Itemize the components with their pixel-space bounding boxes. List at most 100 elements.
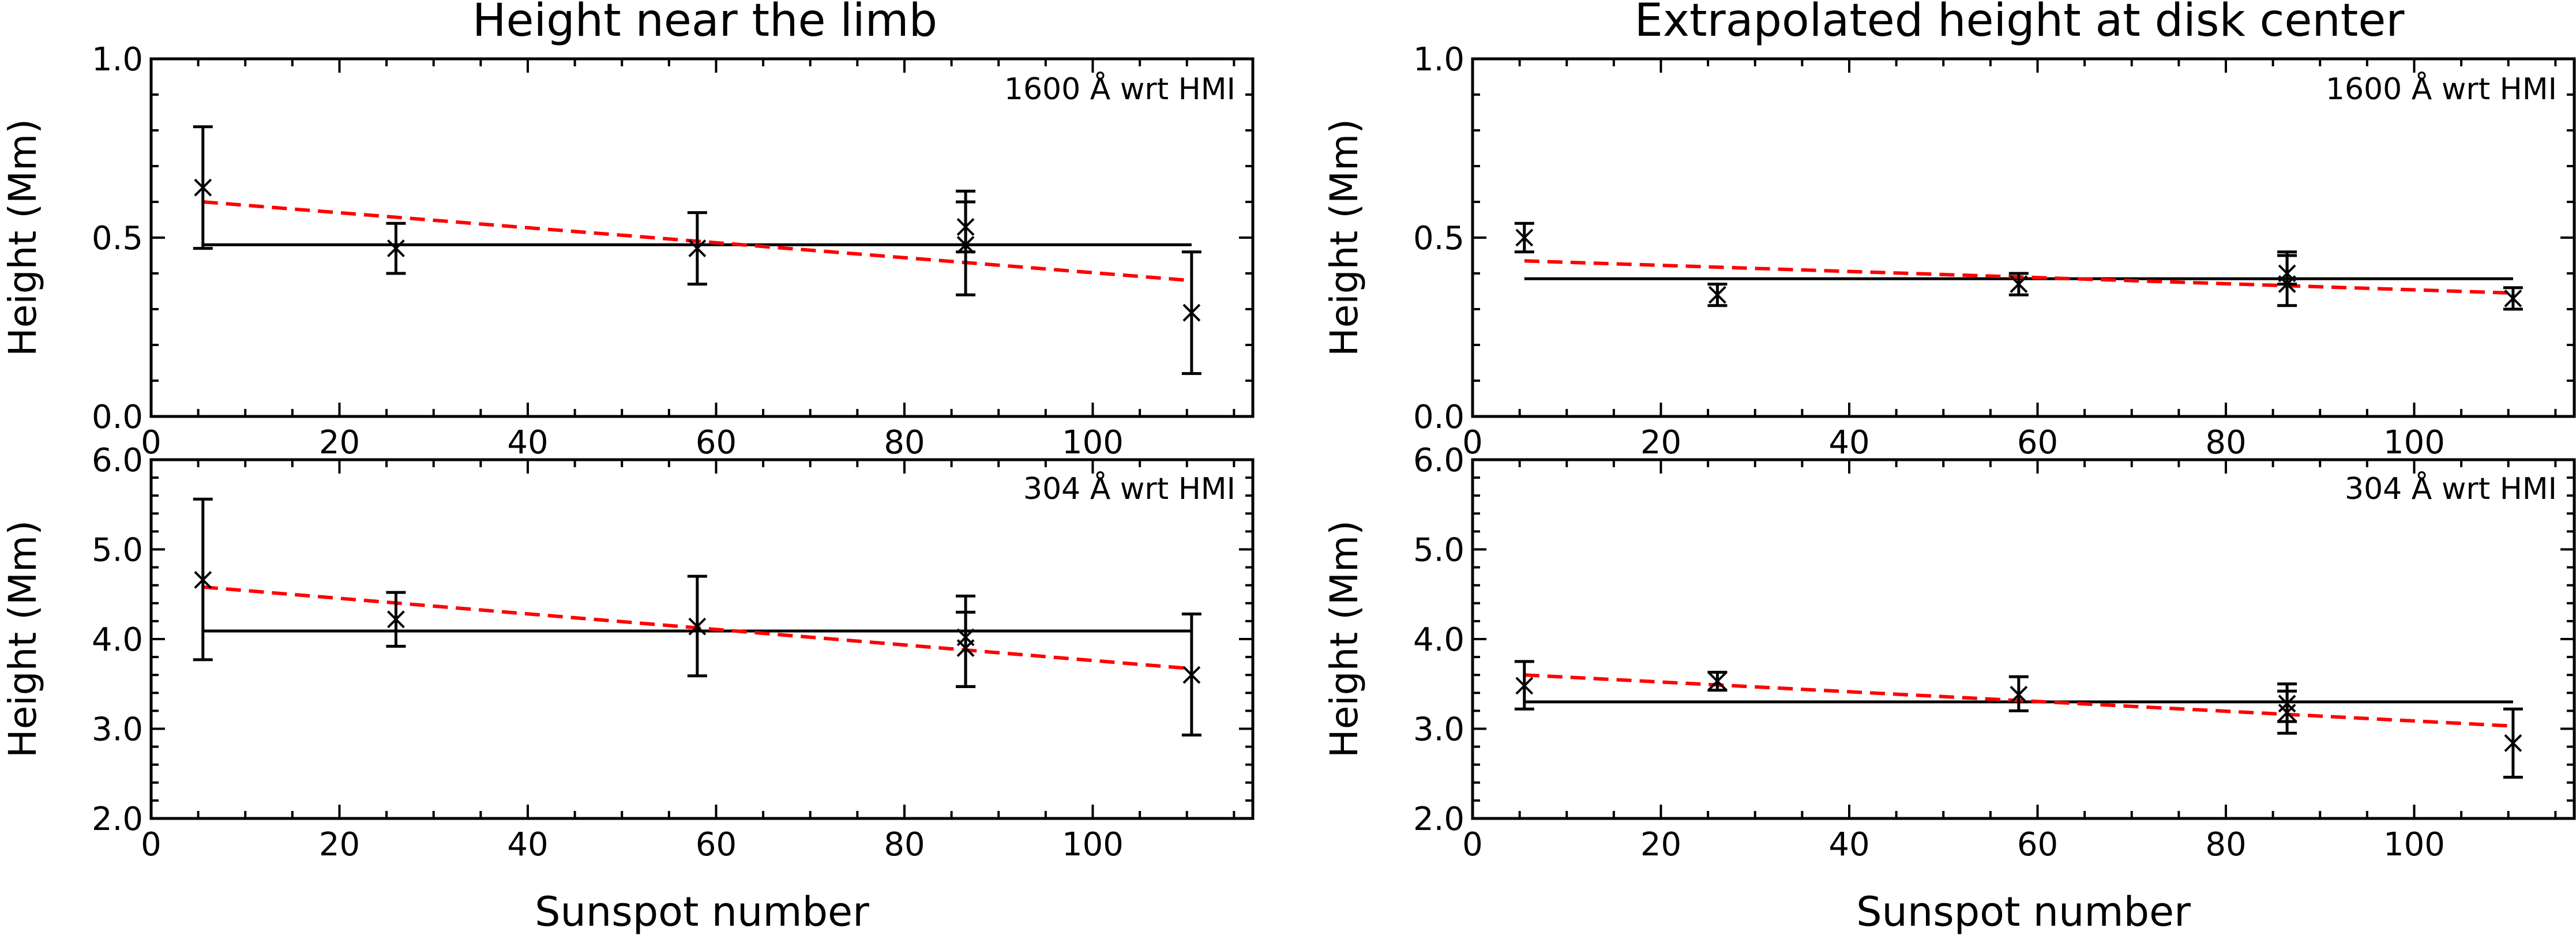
data-point-stroke bbox=[1182, 303, 1201, 322]
data-point-stroke bbox=[2278, 275, 2296, 294]
y-tick-label: 4.0 bbox=[1413, 621, 1465, 659]
data-point-stroke bbox=[194, 570, 212, 589]
x-tick-label: 20 bbox=[319, 424, 360, 461]
y-axis-label: Height (Mm) bbox=[1, 520, 45, 758]
x-tick-label: 100 bbox=[2383, 424, 2445, 461]
data-point-stroke bbox=[2010, 685, 2028, 704]
data-point bbox=[2278, 275, 2296, 294]
data-point bbox=[387, 610, 405, 629]
y-tick-label: 4.0 bbox=[92, 621, 143, 659]
panel-center-304: 304 Å wrt HMI Height (Mm) Sunspot number… bbox=[1322, 442, 2576, 936]
data-point-stroke bbox=[1515, 228, 1534, 247]
data-point bbox=[956, 639, 975, 657]
data-point bbox=[2010, 275, 2028, 294]
x-tick-label: 20 bbox=[1640, 826, 1681, 863]
x-tick-label: 60 bbox=[2017, 826, 2058, 863]
plot-layer: 0 20 40 60 80 100 2.0 3.0 4.0 5.0 6.0 bbox=[92, 442, 1253, 863]
x-tick-label: 40 bbox=[507, 424, 548, 461]
y-tick-label: 0.5 bbox=[92, 220, 143, 257]
x-tick-label: 60 bbox=[696, 424, 737, 461]
data-point-stroke bbox=[387, 239, 405, 258]
y-tick-label: 6.0 bbox=[92, 442, 143, 479]
y-axis-label: Height (Mm) bbox=[1322, 119, 1366, 356]
data-point bbox=[1708, 672, 1726, 690]
data-point-stroke bbox=[956, 235, 975, 254]
data-point-stroke bbox=[956, 639, 975, 657]
data-point-stroke bbox=[1708, 672, 1726, 690]
y-tick-label: 2.0 bbox=[1413, 801, 1465, 838]
x-tick-label: 100 bbox=[1062, 826, 1124, 863]
panel-limb-304: 304 Å wrt HMI Height (Mm) Sunspot number… bbox=[1, 442, 1255, 936]
x-tick-label: 60 bbox=[696, 826, 737, 863]
y-tick-label: 3.0 bbox=[1413, 711, 1465, 749]
data-point bbox=[1515, 228, 1534, 247]
y-tick-label: 5.0 bbox=[92, 532, 143, 569]
x-tick-label: 0 bbox=[141, 826, 162, 863]
title-left: Height near the limb bbox=[472, 0, 937, 47]
x-tick-label: 0 bbox=[1462, 826, 1483, 863]
x-axis-label: Sunspot number bbox=[1856, 888, 2191, 936]
data-point bbox=[2278, 704, 2296, 722]
data-point bbox=[1515, 677, 1534, 695]
data-point-stroke bbox=[688, 239, 707, 258]
data-point-stroke bbox=[1515, 677, 1534, 695]
x-tick-label: 0 bbox=[1462, 424, 1483, 461]
data-point-stroke bbox=[2010, 275, 2028, 294]
x-tick-label: 100 bbox=[1062, 424, 1124, 461]
x-tick-label: 40 bbox=[1828, 424, 1869, 461]
y-axis-label: Height (Mm) bbox=[1322, 520, 1366, 758]
y-tick-label: 5.0 bbox=[1413, 532, 1465, 569]
data-point bbox=[2504, 289, 2522, 307]
data-point bbox=[688, 617, 707, 636]
x-tick-label: 80 bbox=[2205, 424, 2246, 461]
y-tick-label: 3.0 bbox=[92, 711, 143, 749]
y-axis-label: Height (Mm) bbox=[1, 119, 45, 356]
x-tick-label: 100 bbox=[2383, 826, 2445, 863]
plot-layer: 0 20 40 60 80 100 2.0 3.0 4.0 5.0 6.0 bbox=[1413, 442, 2574, 863]
y-tick-label: 6.0 bbox=[1413, 442, 1465, 479]
plot-layer: 0 20 40 60 80 100 0.0 0.5 1.0 bbox=[92, 41, 1253, 461]
panel-limb-1600: 1600 Å wrt HMI Height (Mm) 0 20 40 60 80 1000… bbox=[1, 41, 1255, 461]
x-tick-label: 80 bbox=[884, 424, 925, 461]
data-point-stroke bbox=[2504, 734, 2522, 752]
x-tick-label: 0 bbox=[141, 424, 162, 461]
data-point bbox=[1182, 303, 1201, 322]
x-axis-label: Sunspot number bbox=[535, 888, 869, 936]
data-point bbox=[956, 235, 975, 254]
data-point-stroke bbox=[1182, 666, 1201, 684]
x-tick-label: 60 bbox=[2017, 424, 2058, 461]
x-tick-label: 80 bbox=[884, 826, 925, 863]
x-tick-label: 40 bbox=[507, 826, 548, 863]
data-point bbox=[2010, 685, 2028, 704]
x-tick-label: 80 bbox=[2205, 826, 2246, 863]
data-point bbox=[194, 570, 212, 589]
panel-annotation: 304 Å wrt HMI bbox=[2345, 471, 2557, 506]
panel-center-1600: 1600 Å wrt HMI Height (Mm) 0 20 40 60 80 1000… bbox=[1322, 41, 2576, 461]
x-tick-label: 40 bbox=[1828, 826, 1869, 863]
panel-annotation: 1600 Å wrt HMI bbox=[1004, 71, 1236, 107]
data-point bbox=[2504, 734, 2522, 752]
y-tick-label: 0.0 bbox=[1413, 399, 1465, 436]
data-point bbox=[387, 239, 405, 258]
y-tick-label: 0.0 bbox=[92, 399, 143, 436]
data-point bbox=[1708, 286, 1726, 304]
panel-annotation: 1600 Å wrt HMI bbox=[2326, 71, 2557, 107]
y-tick-label: 0.5 bbox=[1413, 220, 1465, 257]
data-point-stroke bbox=[194, 178, 212, 197]
data-point-stroke bbox=[2504, 289, 2522, 307]
y-tick-label: 2.0 bbox=[92, 801, 143, 838]
data-point bbox=[1182, 666, 1201, 684]
y-tick-label: 1.0 bbox=[1413, 41, 1465, 78]
plot-layer: 0 20 40 60 80 100 0.0 0.5 1.0 bbox=[1413, 41, 2574, 461]
data-point bbox=[688, 239, 707, 258]
data-point-stroke bbox=[1708, 286, 1726, 304]
x-tick-label: 20 bbox=[1640, 424, 1681, 461]
y-tick-label: 1.0 bbox=[92, 41, 143, 78]
data-point-stroke bbox=[2278, 704, 2296, 722]
data-point-stroke bbox=[688, 617, 707, 636]
data-point-stroke bbox=[387, 610, 405, 629]
x-tick-label: 20 bbox=[319, 826, 360, 863]
title-right: Extrapolated height at disk center bbox=[1635, 0, 2405, 47]
panel-annotation: 304 Å wrt HMI bbox=[1023, 471, 1236, 506]
